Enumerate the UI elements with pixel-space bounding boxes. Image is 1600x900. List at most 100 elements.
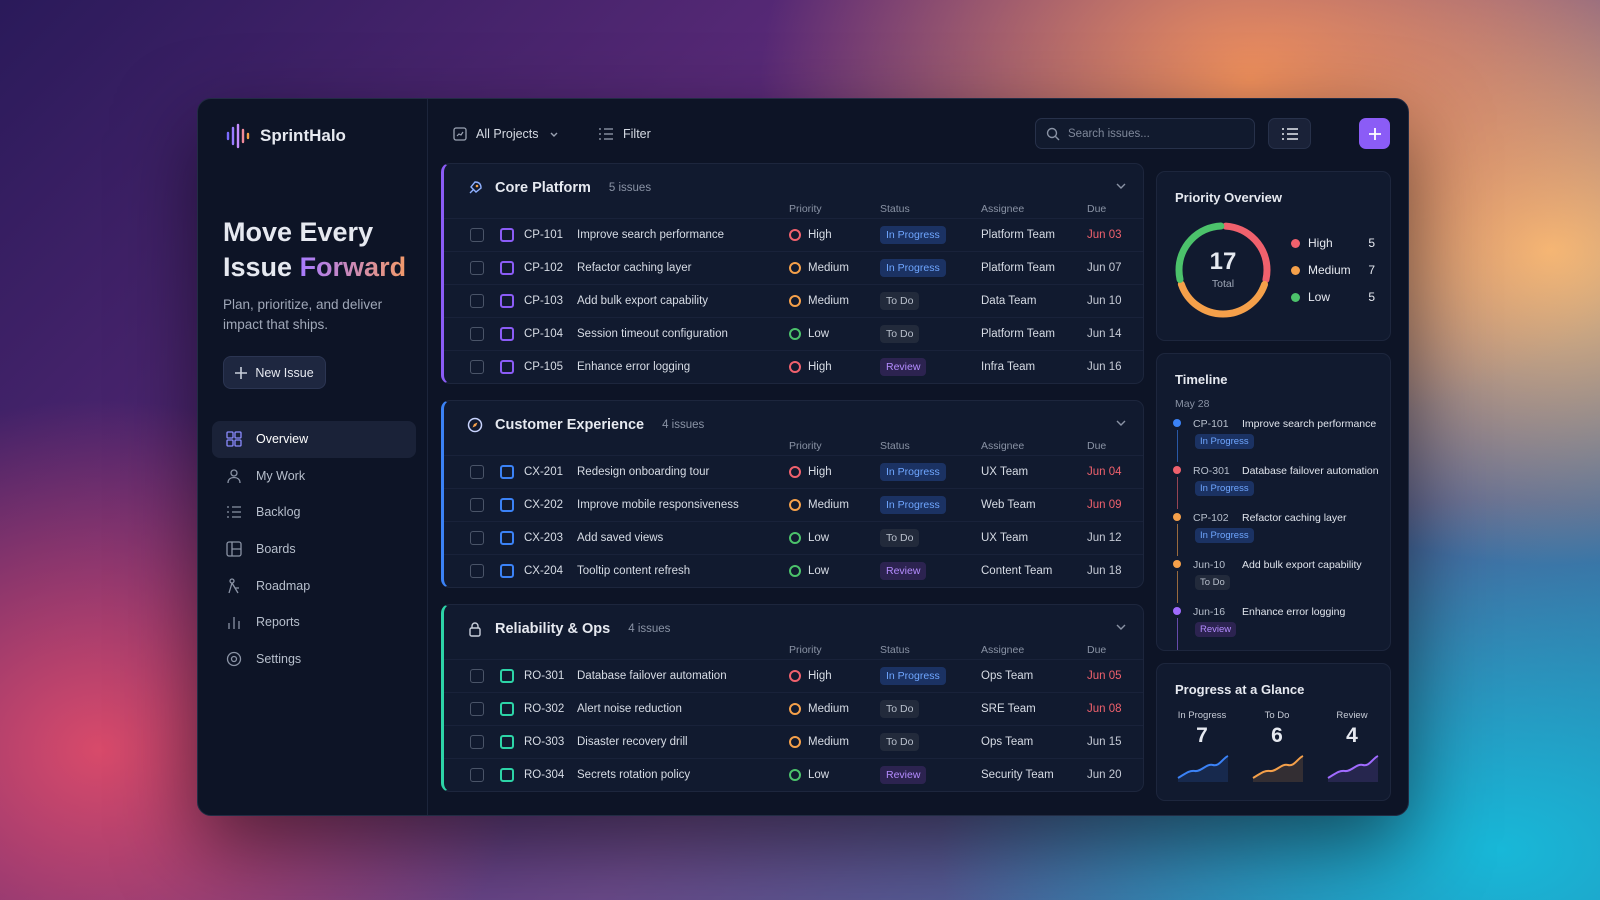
column-label: Due xyxy=(1087,203,1107,215)
assignee: Infra Team xyxy=(981,361,1036,373)
issue-row[interactable]: CX-203 Add saved views Low To Do UX Team Jun … xyxy=(444,521,1143,554)
issue-row[interactable]: RO-304 Secrets rotation policy Low Review Se… xyxy=(444,758,1143,791)
priority: High xyxy=(789,466,880,478)
nav-icon xyxy=(227,506,241,519)
checkbox[interactable] xyxy=(470,360,484,374)
icon-shape xyxy=(227,476,241,483)
search-input[interactable]: Search issues... xyxy=(1035,118,1255,149)
new-issue-button[interactable]: New Issue xyxy=(223,356,326,389)
nav-icon xyxy=(228,578,239,594)
collapse-toggle[interactable] xyxy=(1115,417,1127,429)
donut-segment xyxy=(1175,222,1271,318)
type-icon xyxy=(500,327,514,341)
issue-row[interactable]: CX-204 Tooltip content refresh Low Review Co… xyxy=(444,554,1143,587)
column-label: Assignee xyxy=(981,440,1025,452)
priority: Low xyxy=(789,565,880,577)
nav-item[interactable]: My Work xyxy=(212,458,416,495)
checkbox[interactable] xyxy=(470,261,484,275)
checkbox[interactable] xyxy=(470,228,484,242)
nav-label: Reports xyxy=(256,615,300,630)
add-button[interactable] xyxy=(1359,118,1390,149)
due-date: Jun 04 xyxy=(1087,466,1122,478)
timeline-dot xyxy=(1173,560,1181,568)
issue-row[interactable]: RO-303 Disaster recovery drill Medium To Do… xyxy=(444,725,1143,758)
hero-line: Issue xyxy=(223,252,293,282)
issue-row[interactable]: CP-104 Session timeout configuration Low To… xyxy=(444,317,1143,350)
timeline-title: Improve search performance xyxy=(1242,418,1377,430)
projects-dropdown[interactable]: All Projects xyxy=(453,119,560,149)
nav-label: Settings xyxy=(256,651,302,666)
checkbox[interactable] xyxy=(470,294,484,308)
nav-item[interactable]: Backlog xyxy=(212,494,416,531)
priority: High xyxy=(789,361,880,373)
icon xyxy=(1281,127,1298,140)
issue-row[interactable]: CP-102 Refactor caching layer Medium In Pro… xyxy=(444,251,1143,284)
checkbox[interactable] xyxy=(470,498,484,512)
issue-title: Refactor caching layer xyxy=(577,262,692,274)
status-pill: To Do xyxy=(1195,575,1230,590)
nav-item[interactable]: Boards xyxy=(212,531,416,568)
priority: Low xyxy=(789,328,880,340)
sparkline-line xyxy=(1177,755,1229,779)
assignee: Platform Team xyxy=(981,328,1055,340)
logo xyxy=(226,123,250,149)
collapse-toggle[interactable] xyxy=(1115,621,1127,633)
nav-icon xyxy=(226,431,242,447)
status-pill: Review xyxy=(880,358,927,376)
issue-row[interactable]: CP-105 Enhance error logging High Review Inf… xyxy=(444,350,1143,383)
issue-id: RO-304 xyxy=(524,769,565,781)
group-header: Core Platform 5 issues xyxy=(444,176,1143,200)
checkbox[interactable] xyxy=(470,531,484,545)
checkbox[interactable] xyxy=(470,768,484,782)
issue-row[interactable]: CP-103 Add bulk export capability Medium To… xyxy=(444,284,1143,317)
checkbox[interactable] xyxy=(470,735,484,749)
group-icon xyxy=(467,417,483,433)
issue-title: Improve search performance xyxy=(577,229,725,241)
issue-row[interactable]: RO-302 Alert noise reduction Medium To Do SR… xyxy=(444,692,1143,725)
checkbox[interactable] xyxy=(470,465,484,479)
legend-item: High 5 xyxy=(1291,236,1375,250)
card-title: Timeline xyxy=(1175,372,1228,387)
chevron xyxy=(1116,624,1126,630)
status-pill: To Do xyxy=(880,292,920,310)
checkbox[interactable] xyxy=(470,564,484,578)
type-icon xyxy=(500,735,514,749)
filter-button[interactable]: Filter xyxy=(598,119,651,149)
legend-dot xyxy=(1291,265,1300,275)
priority: Low xyxy=(789,532,880,544)
checkbox[interactable] xyxy=(470,702,484,716)
brand: SprintHalo xyxy=(224,123,346,149)
placeholder: Search issues... xyxy=(1068,127,1150,140)
stat-label: To Do xyxy=(1264,710,1290,721)
icon-shape xyxy=(226,541,242,557)
nav-item[interactable]: Overview xyxy=(212,421,416,458)
issue-row[interactable]: CX-201 Redesign onboarding tour High In Pro… xyxy=(444,455,1143,488)
issue-row[interactable]: CP-101 Improve search performance High In P… xyxy=(444,218,1143,251)
nav: Overview My Work Backlog Boards Roadmap Repor… xyxy=(212,421,416,677)
group-count: 4 issues xyxy=(662,419,705,431)
nav-item[interactable]: Settings xyxy=(212,641,416,678)
priority-ring xyxy=(789,499,801,511)
type-icon xyxy=(500,768,514,782)
nav-item[interactable]: Roadmap xyxy=(212,567,416,604)
priority: Medium xyxy=(789,703,880,715)
type-icon xyxy=(500,294,514,308)
priority-ring xyxy=(789,736,801,748)
collapse-toggle[interactable] xyxy=(1115,180,1127,192)
icon-shape xyxy=(226,431,234,439)
icon-shape xyxy=(469,627,481,637)
list-view-button[interactable] xyxy=(1268,118,1311,149)
nav-item[interactable]: Reports xyxy=(212,604,416,641)
issue-row[interactable]: CX-202 Improve mobile responsiveness Mediu… xyxy=(444,488,1143,521)
stat-value: 4 xyxy=(1346,724,1358,747)
issue-id: CP-101 xyxy=(524,229,563,241)
checkbox[interactable] xyxy=(470,669,484,683)
stat-label: Review xyxy=(1336,710,1368,721)
timeline: Timeline May 28 CP-101 Improve search perfo… xyxy=(1156,353,1391,651)
issue-row[interactable]: RO-301 Database failover automation High In… xyxy=(444,659,1143,692)
timeline-title: Add bulk export capability xyxy=(1242,559,1362,571)
checkbox[interactable] xyxy=(470,327,484,341)
nav-icon xyxy=(226,651,242,667)
plus-icon xyxy=(235,366,248,379)
timeline-key: RO-301 xyxy=(1193,465,1230,477)
